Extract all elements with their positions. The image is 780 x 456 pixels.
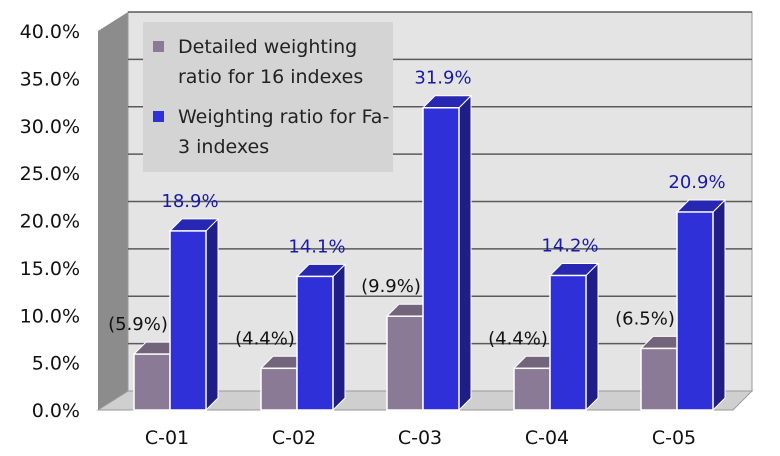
y-tick-label: 15.0% xyxy=(20,258,80,280)
bar-c-03-s2 xyxy=(421,94,473,412)
bar-front xyxy=(386,315,424,411)
value-label: (5.9%) xyxy=(108,314,168,335)
legend-swatch-detailed xyxy=(153,41,164,52)
y-axis-ticks: 0.0% 5.0% 10.0% 15.0% 20.0% 25.0% 30.0% 35.0% 40… xyxy=(20,21,80,422)
y-tick-label: 25.0% xyxy=(20,163,80,185)
legend-item-detailed: Detailed weighting ratio for 16 indexes xyxy=(153,32,393,92)
value-label: 14.1% xyxy=(288,236,345,257)
y-tick-label: 10.0% xyxy=(20,305,80,327)
bar-c-01-s2 xyxy=(168,217,220,412)
x-tick-label: C-04 xyxy=(525,427,569,449)
value-label: (4.4%) xyxy=(488,328,548,349)
legend-swatch-fa3 xyxy=(153,111,164,122)
value-label: 18.9% xyxy=(161,191,218,212)
bar-c-02-s2 xyxy=(295,263,347,412)
bar-front xyxy=(260,367,298,411)
bar-front xyxy=(296,275,334,411)
bar-front xyxy=(676,211,714,411)
value-label: (4.4%) xyxy=(235,328,295,349)
bar-side xyxy=(712,198,726,412)
y-tick-label: 20.0% xyxy=(20,211,80,233)
bar-side xyxy=(205,217,219,412)
legend: Detailed weighting ratio for 16 indexes … xyxy=(143,22,393,172)
bar-front xyxy=(133,353,171,411)
value-labels: (5.9%) 18.9% (4.4%) 14.1% (9.9%) 31.9% (4.4%) 1… xyxy=(108,68,725,350)
y-tick-label: 30.0% xyxy=(20,116,80,138)
x-tick-label: C-05 xyxy=(652,427,696,449)
bar-side xyxy=(585,262,599,412)
x-tick-label: C-01 xyxy=(145,427,189,449)
bars xyxy=(132,94,727,412)
value-label: (6.5%) xyxy=(615,308,675,329)
legend-item-fa3: Weighting ratio for Fa-3 indexes xyxy=(153,102,393,162)
x-tick-label: C-02 xyxy=(272,427,316,449)
x-tick-label: C-03 xyxy=(398,427,442,449)
bar-side xyxy=(458,94,472,412)
value-label: 31.9% xyxy=(414,68,471,89)
bar-side xyxy=(332,263,346,412)
legend-label-detailed: Detailed weighting ratio for 16 indexes xyxy=(178,36,364,88)
value-label: 14.2% xyxy=(541,235,598,256)
value-label: (9.9%) xyxy=(361,276,421,297)
bar-front xyxy=(549,274,587,411)
bar-c-04-s2 xyxy=(548,262,600,412)
y-tick-label: 40.0% xyxy=(20,21,80,43)
bar-front xyxy=(640,347,678,411)
x-axis-ticks: C-01 C-02 C-03 C-04 C-05 xyxy=(145,427,696,449)
legend-label-fa3: Weighting ratio for Fa-3 indexes xyxy=(178,106,390,158)
y-tick-label: 0.0% xyxy=(32,400,80,422)
bar-front xyxy=(169,230,207,411)
chart-side-wall xyxy=(98,12,128,410)
bar-front xyxy=(513,367,551,411)
bar-front xyxy=(422,106,460,411)
value-label: 20.9% xyxy=(668,172,725,193)
bar-c-05-s2 xyxy=(675,198,727,412)
y-tick-label: 5.0% xyxy=(32,353,80,375)
y-tick-label: 35.0% xyxy=(20,68,80,90)
